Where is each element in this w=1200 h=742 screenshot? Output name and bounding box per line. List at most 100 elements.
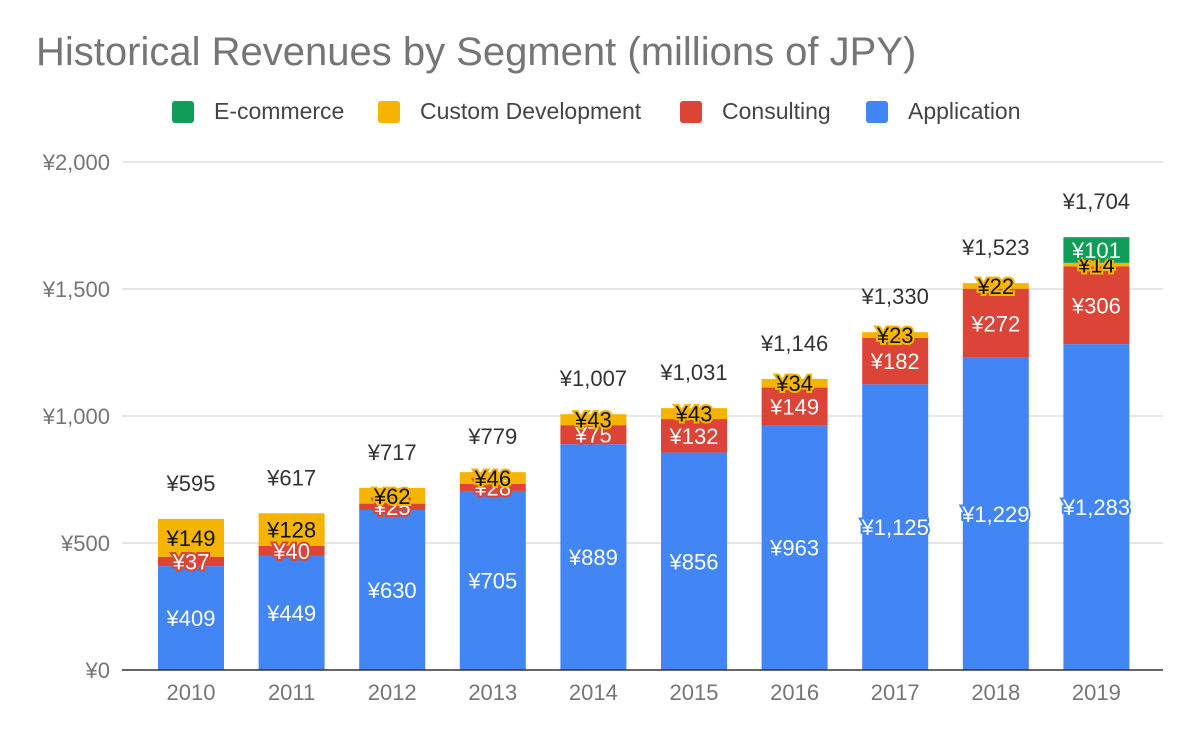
x-tick-label: 2016	[770, 680, 819, 705]
data-label-application: ¥449	[266, 601, 316, 626]
y-tick-label: ¥1,500	[42, 277, 110, 302]
data-label-consulting: ¥75	[574, 423, 612, 448]
bar-consulting	[962, 288, 1029, 358]
total-label: ¥779	[467, 424, 517, 449]
data-label-consulting: ¥149	[769, 394, 819, 419]
bar-application	[258, 555, 325, 670]
x-tick-label: 2017	[871, 680, 920, 705]
bar-custom-development	[862, 332, 929, 339]
legend-item-e-commerce[interactable]: E-commerce	[172, 98, 344, 125]
x-tick-label: 2015	[670, 680, 719, 705]
x-tick-label: 2012	[368, 680, 417, 705]
x-tick-label: 2018	[971, 680, 1020, 705]
bar-consulting	[560, 425, 627, 445]
total-label: ¥1,704	[1062, 189, 1130, 214]
data-label-application: ¥1,229	[961, 502, 1029, 527]
x-tick-label: 2011	[268, 680, 315, 705]
data-label-application: ¥630	[367, 578, 417, 603]
x-tick-label: 2013	[468, 680, 517, 705]
bar-application	[962, 357, 1029, 670]
data-label-custom-development: ¥22	[976, 274, 1014, 299]
bar-custom-development	[761, 378, 828, 388]
bar-application	[1063, 344, 1130, 670]
bar-application	[560, 444, 627, 670]
bar-application	[459, 490, 526, 670]
data-label-application: ¥705	[467, 568, 517, 593]
total-label: ¥595	[166, 471, 216, 496]
legend-label-application: Application	[908, 98, 1021, 124]
data-label-application: ¥963	[769, 536, 819, 561]
bar-application	[661, 452, 727, 670]
data-label-application: ¥1,283	[1062, 495, 1130, 520]
data-label-consulting: ¥272	[970, 311, 1020, 336]
data-label-custom-development: ¥43	[675, 402, 713, 427]
data-labels: ¥409¥37¥149¥595¥449¥40¥128¥617¥630¥25¥62…	[164, 189, 1133, 633]
data-label-consulting: ¥40	[272, 539, 310, 564]
legend-swatch-custom-development	[378, 100, 400, 123]
legend-item-application[interactable]: Application	[866, 98, 1021, 125]
data-label-custom-development: ¥149	[166, 526, 216, 551]
data-label-custom-development: ¥128	[266, 518, 316, 543]
x-tick-label: 2014	[569, 680, 618, 705]
data-label-custom-development: ¥62	[373, 484, 411, 509]
bar-application	[158, 566, 224, 670]
bar-application	[359, 509, 426, 670]
bar-consulting	[158, 556, 224, 567]
bar-consulting	[258, 545, 325, 556]
y-tick-label: ¥2,000	[42, 150, 110, 175]
bar-custom-development	[962, 283, 1029, 289]
legend-swatch-consulting	[680, 100, 702, 123]
axes: ¥0 ¥500 ¥1,000 ¥1,500 ¥2,000 2010 2011 2012 2013…	[42, 150, 1163, 705]
bar-consulting	[661, 419, 727, 453]
data-label-consulting: ¥37	[172, 549, 210, 574]
total-label: ¥1,146	[760, 331, 828, 356]
data-label-custom-development: ¥46	[473, 466, 511, 491]
data-label-consulting: ¥28	[473, 475, 511, 500]
y-tick-label: ¥1,000	[42, 404, 110, 429]
legend-label-e-commerce: E-commerce	[214, 98, 345, 124]
bar-application	[761, 425, 828, 670]
x-tick-label: 2019	[1072, 680, 1121, 705]
bar-consulting	[1063, 266, 1130, 345]
legend-swatch-e-commerce	[172, 100, 194, 123]
bar-custom-development	[158, 518, 224, 557]
bar-custom-development	[1063, 262, 1130, 267]
total-label: ¥617	[266, 465, 316, 490]
legend-item-custom-development[interactable]: Custom Development	[378, 98, 641, 125]
bar-consulting	[359, 503, 426, 510]
total-label: ¥1,031	[659, 360, 727, 385]
total-label: ¥1,330	[861, 284, 929, 309]
bars	[158, 237, 1130, 670]
bar-custom-development	[459, 472, 526, 484]
data-label-application: ¥409	[166, 606, 216, 631]
data-label-consulting: ¥25	[373, 495, 411, 520]
data-label-e-commerce: ¥101	[1071, 238, 1121, 263]
bar-e-commerce	[1063, 237, 1130, 263]
legend: E-commerce Custom Development Consulting…	[0, 98, 1200, 128]
total-label: ¥1,007	[559, 366, 627, 391]
data-label-custom-development: ¥14	[1077, 253, 1115, 278]
data-label-custom-development: ¥34	[775, 371, 813, 396]
bar-custom-development	[560, 414, 627, 426]
bar-consulting	[459, 483, 526, 491]
data-label-application: ¥889	[568, 545, 618, 570]
bar-consulting	[761, 387, 828, 426]
data-label-application: ¥856	[669, 549, 719, 574]
legend-label-custom-development: Custom Development	[420, 98, 642, 124]
total-label: ¥717	[367, 440, 417, 465]
data-label-consulting: ¥182	[870, 349, 920, 374]
x-tick-label: 2010	[167, 680, 216, 705]
bar-consulting	[862, 338, 929, 385]
data-label-custom-development: ¥43	[574, 408, 612, 433]
data-label-consulting: ¥306	[1071, 293, 1121, 318]
bar-custom-development	[359, 487, 426, 504]
legend-label-consulting: Consulting	[722, 98, 831, 124]
bar-custom-development	[258, 513, 325, 546]
y-tick-label: ¥0	[85, 658, 110, 683]
bar-application	[862, 384, 929, 670]
y-tick-label: ¥500	[60, 531, 110, 556]
legend-item-consulting[interactable]: Consulting	[680, 98, 831, 125]
legend-swatch-application	[866, 100, 888, 123]
data-label-consulting: ¥132	[669, 424, 719, 449]
